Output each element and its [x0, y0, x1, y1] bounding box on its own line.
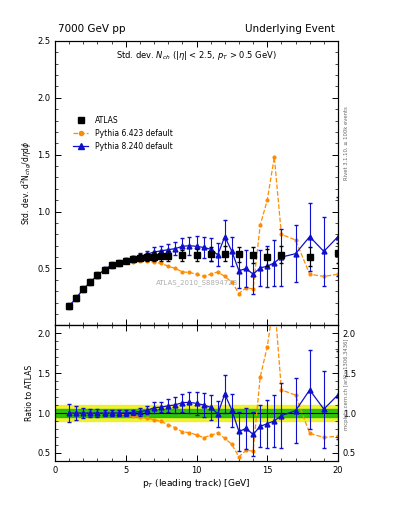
Bar [55, 409, 338, 417]
Text: 7000 GeV pp: 7000 GeV pp [58, 24, 125, 34]
Text: ATLAS_2010_S8894728: ATLAS_2010_S8894728 [156, 280, 237, 286]
Text: Std. dev. $N_{ch}$ ($|\eta|$ < 2.5, $p_T$ > 0.5 GeV): Std. dev. $N_{ch}$ ($|\eta|$ < 2.5, $p_T… [116, 50, 277, 62]
X-axis label: p$_{T}$ (leading track) [GeV]: p$_{T}$ (leading track) [GeV] [142, 477, 251, 490]
Text: Underlying Event: Underlying Event [245, 24, 335, 34]
Legend: ATLAS, Pythia 6.423 default, Pythia 8.240 default: ATLAS, Pythia 6.423 default, Pythia 8.24… [70, 113, 176, 154]
Bar [55, 405, 338, 421]
Y-axis label: Std. dev. d$^2$N$_{chg}$/d$\eta$d$\phi$: Std. dev. d$^2$N$_{chg}$/d$\eta$d$\phi$ [20, 141, 34, 225]
Text: Rivet 3.1.10, ≥ 100k events: Rivet 3.1.10, ≥ 100k events [344, 106, 349, 180]
Y-axis label: Ratio to ATLAS: Ratio to ATLAS [25, 365, 34, 421]
Text: mcplots.cern.ch [arXiv:1306.3436]: mcplots.cern.ch [arXiv:1306.3436] [344, 338, 349, 430]
